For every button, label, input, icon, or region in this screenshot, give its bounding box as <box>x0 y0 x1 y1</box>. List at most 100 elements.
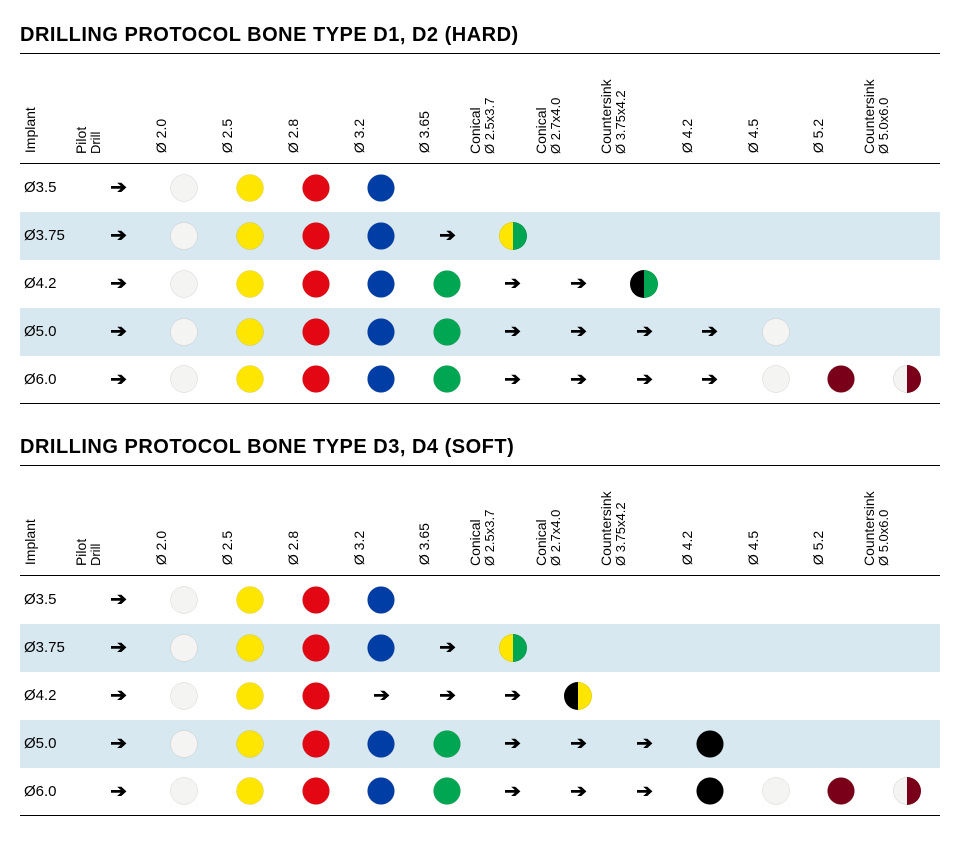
table-cell <box>743 720 809 768</box>
arrow-icon: ➔ <box>110 369 127 390</box>
table-row: Ø6.0➔➔➔➔➔ <box>20 356 940 404</box>
table-cell <box>808 720 874 768</box>
table-cell <box>611 164 677 212</box>
table-cell <box>611 672 677 720</box>
table-cell <box>151 308 217 356</box>
drill-dot <box>349 318 415 346</box>
arrow-icon: ➔ <box>504 369 521 390</box>
table-cell: ➔ <box>86 260 152 308</box>
drill-dot <box>743 777 809 805</box>
arrow-icon: ➔ <box>504 321 521 342</box>
drill-dot <box>217 730 283 758</box>
table-cell <box>480 576 546 624</box>
drilling-protocol-root: DRILLING PROTOCOL BONE TYPE D1, D2 (HARD… <box>20 24 940 816</box>
table-cell <box>349 260 415 308</box>
drill-dot <box>283 365 349 393</box>
column-header-label: Countersink <box>598 79 614 154</box>
table-cell: ➔ <box>480 260 546 308</box>
column-header-label: Ø 3.2 <box>350 531 366 565</box>
column-header-sub: Ø 2.5x3.7 <box>483 98 498 154</box>
drill-dot <box>414 777 480 805</box>
drill-dot <box>217 634 283 662</box>
table-cell <box>217 308 283 356</box>
arrow-icon: ➔ <box>439 637 456 658</box>
column-header-label: Pilot <box>73 539 89 566</box>
row-label: Ø6.0 <box>20 356 86 404</box>
table-cell <box>808 308 874 356</box>
table-cell: ➔ <box>546 260 612 308</box>
drill-dot <box>217 586 283 614</box>
drill-dot <box>151 174 217 202</box>
table-cell <box>874 260 940 308</box>
table-cell <box>151 624 217 672</box>
drill-dot <box>677 777 743 805</box>
arrow-icon: ➔ <box>373 685 390 706</box>
table-cell <box>743 624 809 672</box>
drill-dot <box>349 777 415 805</box>
arrow-icon: ➔ <box>504 273 521 294</box>
drill-dot <box>414 270 480 298</box>
table-cell: ➔ <box>86 672 152 720</box>
table-row: Ø3.75➔➔ <box>20 624 940 672</box>
table-cell <box>677 212 743 260</box>
row-label: Ø4.2 <box>20 260 86 308</box>
table-cell: ➔ <box>86 308 152 356</box>
column-header: CountersinkØ 3.75x4.2 <box>611 54 677 164</box>
drill-dot <box>808 365 874 393</box>
table-cell <box>283 164 349 212</box>
section-spacer <box>20 404 940 428</box>
drill-dot <box>349 174 415 202</box>
table-cell: ➔ <box>480 672 546 720</box>
table-cell: ➔ <box>86 720 152 768</box>
table-row: Ø4.2➔➔➔➔ <box>20 672 940 720</box>
table-cell <box>217 164 283 212</box>
column-header-label: Implant <box>22 107 38 153</box>
column-header-label: Ø 4.5 <box>745 531 761 565</box>
table-cell: ➔ <box>546 308 612 356</box>
column-header-label: Ø 2.0 <box>153 119 169 153</box>
table-cell <box>808 260 874 308</box>
column-header: Ø 4.2 <box>677 54 743 164</box>
drill-dot <box>217 682 283 710</box>
column-header: Ø 4.5 <box>743 54 809 164</box>
drill-dot <box>217 174 283 202</box>
drill-dot <box>283 682 349 710</box>
arrow-icon: ➔ <box>504 685 521 706</box>
table-cell <box>151 576 217 624</box>
table-cell <box>217 260 283 308</box>
table-cell <box>151 672 217 720</box>
arrow-icon: ➔ <box>504 781 521 802</box>
drill-dot <box>283 586 349 614</box>
column-header-label: Ø 2.5 <box>219 531 235 565</box>
column-header: CountersinkØ 3.75x4.2 <box>611 466 677 576</box>
table-cell <box>151 260 217 308</box>
table-cell <box>480 212 546 260</box>
table-row: Ø3.5➔ <box>20 164 940 212</box>
column-header-label: Ø 3.65 <box>416 523 432 565</box>
drill-dot <box>151 777 217 805</box>
table-row: Ø6.0➔➔➔➔ <box>20 768 940 816</box>
table-cell <box>874 212 940 260</box>
table-cell <box>808 624 874 672</box>
drill-dot <box>151 270 217 298</box>
table-cell <box>151 212 217 260</box>
column-header-sub: Ø 3.75x4.2 <box>614 79 629 154</box>
drill-dot <box>151 365 217 393</box>
drill-dot <box>217 222 283 250</box>
arrow-icon: ➔ <box>636 781 653 802</box>
column-header-label: Pilot <box>73 127 89 154</box>
drill-dot <box>283 730 349 758</box>
column-header: Ø 2.5 <box>217 54 283 164</box>
table-cell <box>743 768 809 816</box>
drill-dot <box>349 365 415 393</box>
table-cell: ➔ <box>414 672 480 720</box>
table-cell <box>414 308 480 356</box>
drill-dot-split <box>546 682 612 710</box>
table-cell <box>217 672 283 720</box>
table-cell <box>349 308 415 356</box>
column-header-label: Ø 4.5 <box>745 119 761 153</box>
table-cell: ➔ <box>414 212 480 260</box>
table-cell <box>349 212 415 260</box>
row-label: Ø4.2 <box>20 672 86 720</box>
column-header-label: Ø 5.2 <box>810 119 826 153</box>
